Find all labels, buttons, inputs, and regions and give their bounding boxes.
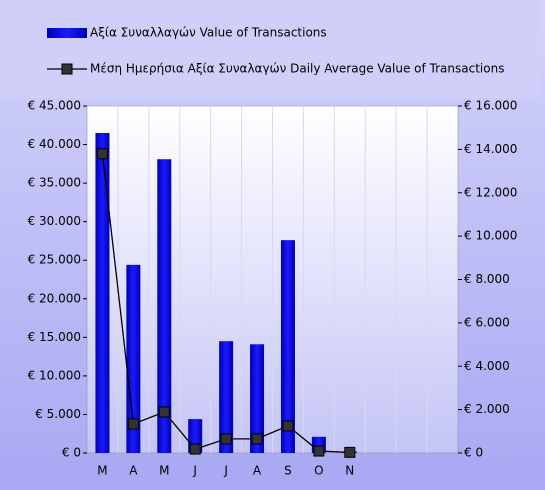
bar [280, 240, 295, 453]
y2-tick-label: € 4.000 [464, 359, 510, 373]
y-tick-label: € 10.000 [28, 368, 81, 382]
y-tick-label: € 0 [62, 446, 81, 460]
y-tick-label: € 5.000 [35, 407, 81, 421]
x-tick-label: M [159, 464, 169, 478]
line-marker [344, 446, 356, 458]
line-marker [96, 148, 108, 160]
y2-tick-label: € 12.000 [464, 185, 517, 199]
line-marker [189, 443, 201, 455]
y2-tick-label: € 16.000 [464, 99, 517, 113]
y2-tick-label: € 2.000 [464, 402, 510, 416]
y2-tick-label: € 8.000 [464, 272, 510, 286]
y-tick-label: € 25.000 [28, 253, 81, 267]
legend-label: Μέση Ημερήσια Αξία Συναλαγών Daily Avera… [90, 62, 504, 76]
legend-marker [61, 63, 73, 75]
line-marker [127, 418, 139, 430]
legend-label: Αξία Συναλλαγών Value of Transactions [90, 26, 327, 40]
legend-box [0, 0, 540, 98]
bar [126, 264, 141, 453]
y2-tick-label: € 0 [464, 446, 483, 460]
y-tick-label: € 20.000 [28, 291, 81, 305]
bar [95, 132, 110, 453]
x-tick-label: N [345, 464, 354, 478]
y2-tick-label: € 10.000 [464, 229, 517, 243]
x-tick-label: M [97, 464, 107, 478]
bar [157, 159, 172, 453]
line-marker [220, 433, 232, 445]
line-marker [313, 445, 325, 457]
y2-tick-label: € 6.000 [464, 315, 510, 329]
x-tick-label: J [223, 464, 228, 478]
y-tick-label: € 15.000 [28, 330, 81, 344]
legend-swatch [47, 28, 87, 38]
y-tick-label: € 40.000 [28, 137, 81, 151]
y-tick-label: € 30.000 [28, 214, 81, 228]
bar [250, 344, 265, 453]
x-tick-label: A [253, 464, 262, 478]
x-tick-label: S [284, 464, 292, 478]
y2-tick-label: € 14.000 [464, 142, 517, 156]
y-tick-label: € 45.000 [28, 99, 81, 113]
x-tick-label: A [129, 464, 138, 478]
x-tick-label: J [192, 464, 197, 478]
y-tick-label: € 35.000 [28, 176, 81, 190]
line-marker [282, 420, 294, 432]
x-tick-label: O [314, 464, 323, 478]
bar [219, 341, 234, 453]
line-marker [251, 433, 263, 445]
line-marker [158, 406, 170, 418]
